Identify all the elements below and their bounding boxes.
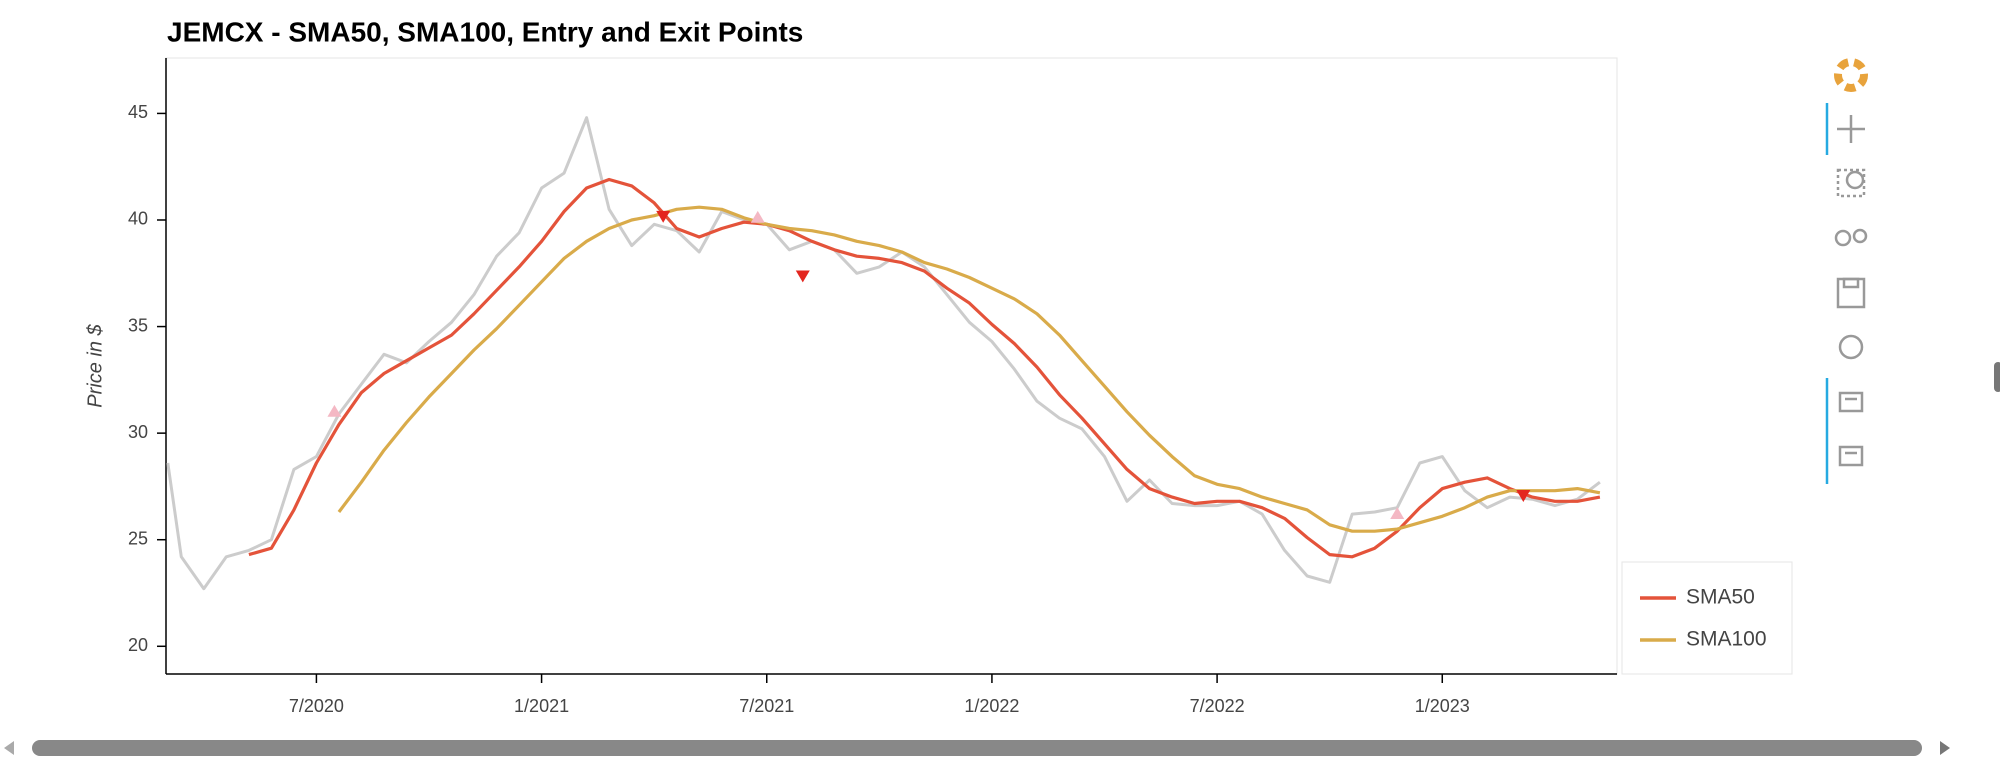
entry-marker [327,404,342,417]
y-tick-label: 35 [128,315,148,335]
x-tick-label: 7/2021 [739,696,794,716]
x-tick-label: 7/2022 [1190,696,1245,716]
y-axis-label: Price in $ [84,323,106,407]
toolbar [1825,58,2000,484]
scroll-left[interactable] [4,741,14,755]
hover-tool[interactable] [1838,445,1864,467]
legend-label: SMA50 [1686,586,1755,609]
y-tick-label: 30 [128,422,148,442]
save-tool[interactable] [1836,277,1866,309]
scroll-right[interactable] [1940,741,1950,755]
entry-marker [1390,507,1405,520]
hover-tool[interactable] [1838,391,1864,413]
x-tick-label: 1/2023 [1415,696,1470,716]
chart-title: JEMCX - SMA50, SMA100, Entry and Exit Po… [167,16,803,47]
y-tick-label: 25 [128,528,148,548]
pan-tool[interactable] [1837,115,1865,143]
zoom-tool[interactable] [1836,168,1866,198]
y-tick-label: 40 [128,209,148,229]
scroll-thumb[interactable] [32,740,1922,756]
scrollbar [4,740,1950,756]
line [337,205,1601,533]
legend-box [1621,561,1793,675]
exit-marker [656,210,671,223]
x-tick-label: 1/2022 [964,696,1019,716]
x-tick-label: 1/2021 [514,696,569,716]
legend-label: SMA100 [1686,628,1767,651]
x-tick-label: 7/2020 [289,696,344,716]
line [248,177,1601,559]
y-tick-label: 20 [128,635,148,655]
reset-tool[interactable] [1838,334,1864,360]
side-handle[interactable] [1994,362,2000,392]
line [166,116,1601,591]
bokeh-logo[interactable] [1834,58,1868,92]
plot-frame [165,57,1618,675]
y-tick-label: 45 [128,102,148,122]
wheel-zoom-tool[interactable] [1834,228,1868,247]
exit-marker [795,270,810,283]
exit-marker [1516,490,1531,502]
entry-marker [750,210,765,223]
